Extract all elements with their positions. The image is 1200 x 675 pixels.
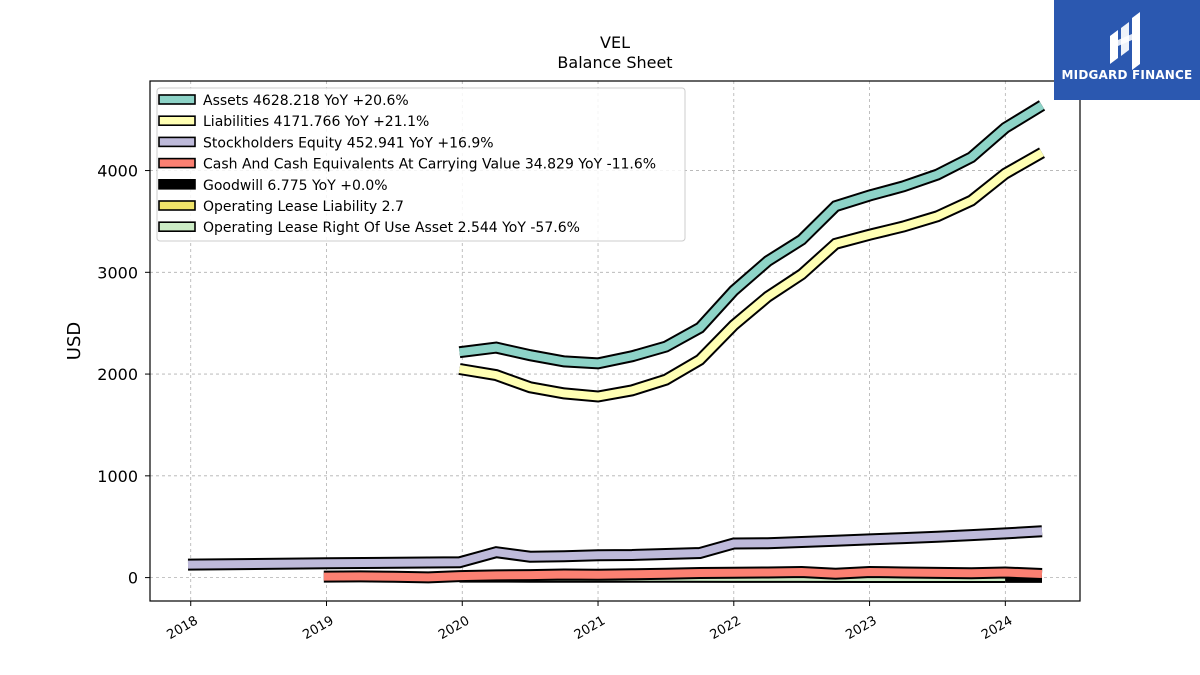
legend-entry: Operating Lease Right Of Use Asset 2.544… [203, 220, 580, 236]
x-tick-label: 2022 [708, 613, 744, 643]
chart-legend: Assets 4628.218 YoY +20.6% Liabilities 41… [156, 87, 686, 242]
y-tick-label: 0 [128, 569, 138, 588]
y-tick-label: 4000 [97, 162, 138, 181]
legend-entry: Stockholders Equity 452.941 YoY +16.9% [203, 135, 494, 151]
y-axis-label: USD [64, 322, 85, 360]
brand-name: MIDGARD FINANCE [1061, 68, 1193, 82]
x-tick-label: 2019 [300, 613, 336, 643]
series-line [458, 149, 1044, 401]
y-tick-label: 1000 [97, 467, 138, 486]
y-tick-label: 2000 [97, 365, 138, 384]
x-tick-label: 2021 [572, 613, 608, 643]
brand-logo: MIDGARD FINANCE [1054, 0, 1200, 100]
legend-entry: Operating Lease Liability 2.7 [203, 199, 404, 215]
legend-box [156, 87, 686, 242]
plot-frame [149, 80, 1081, 602]
x-tick-label: 2018 [165, 613, 201, 643]
series-assets [458, 100, 1046, 370]
chart-title: VEL [600, 33, 630, 52]
series-line [459, 101, 1045, 368]
legend-entry: Assets 4628.218 YoY +20.6% [203, 93, 409, 109]
series-line [323, 567, 1043, 582]
x-tick-label: 2024 [979, 613, 1015, 643]
y-axis-ticks: 0 1000 2000 3000 4000 [97, 162, 150, 588]
y-tick-label: 3000 [97, 263, 138, 282]
x-tick-label: 2020 [436, 613, 472, 643]
x-axis-ticks: 2018 2019 2020 2021 2022 2023 2024 [165, 601, 1015, 643]
legend-entry: Cash And Cash Equivalents At Carrying Va… [203, 157, 656, 173]
legend-swatch [158, 115, 196, 126]
x-tick-label: 2023 [843, 613, 879, 643]
series-line [187, 527, 1043, 569]
legend-swatch [158, 157, 196, 169]
legend-swatch [158, 221, 196, 232]
series-cash-and-cash-equivalents-at-carrying-value [323, 565, 1043, 584]
legend-entry: Goodwill 6.775 YoY +0.0% [203, 178, 388, 194]
brand-logo-icon [1054, 0, 1200, 100]
series-liabilities [458, 147, 1045, 403]
legend-swatch [158, 136, 196, 148]
series-stockholders-equity [187, 525, 1043, 571]
legend-swatch [158, 179, 196, 190]
legend-swatch [158, 94, 196, 105]
legend-entry: Liabilities 4171.766 YoY +21.1% [203, 114, 429, 130]
series-layer [187, 100, 1046, 584]
chart-subtitle: Balance Sheet [557, 53, 672, 72]
legend-swatch [158, 200, 196, 211]
